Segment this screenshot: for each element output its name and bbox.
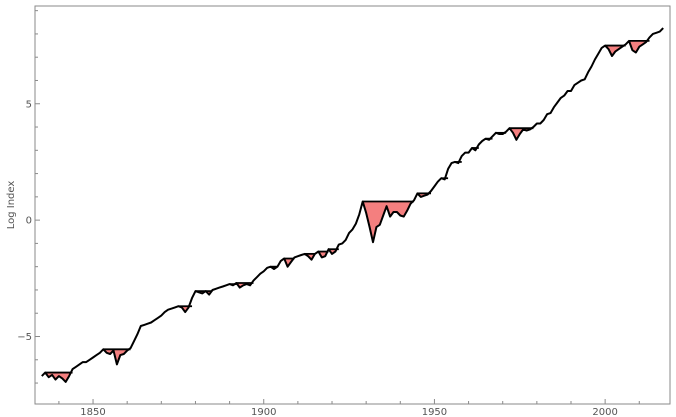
log-index-line	[41, 27, 664, 383]
x-tick-label: 1900	[251, 407, 276, 417]
y-axis-title: Log Index	[6, 181, 17, 230]
running-peak-layer	[45, 40, 650, 374]
drawdown-fill-layer	[45, 40, 650, 382]
plot-frame	[34, 5, 671, 405]
drawdown-area	[362, 201, 414, 243]
y-tick-label: 5	[26, 99, 32, 110]
x-tick-label: 2000	[592, 407, 617, 417]
y-tick-label: 0	[26, 216, 32, 227]
x-axis: 1850 1900 1950 2000	[58, 399, 640, 417]
y-axis: −5 0 5	[17, 10, 40, 384]
y-tick-label: −5	[17, 332, 32, 343]
drawdown-area	[178, 306, 192, 313]
x-tick-label: 1850	[80, 407, 105, 417]
x-tick-label: 1950	[422, 407, 447, 417]
